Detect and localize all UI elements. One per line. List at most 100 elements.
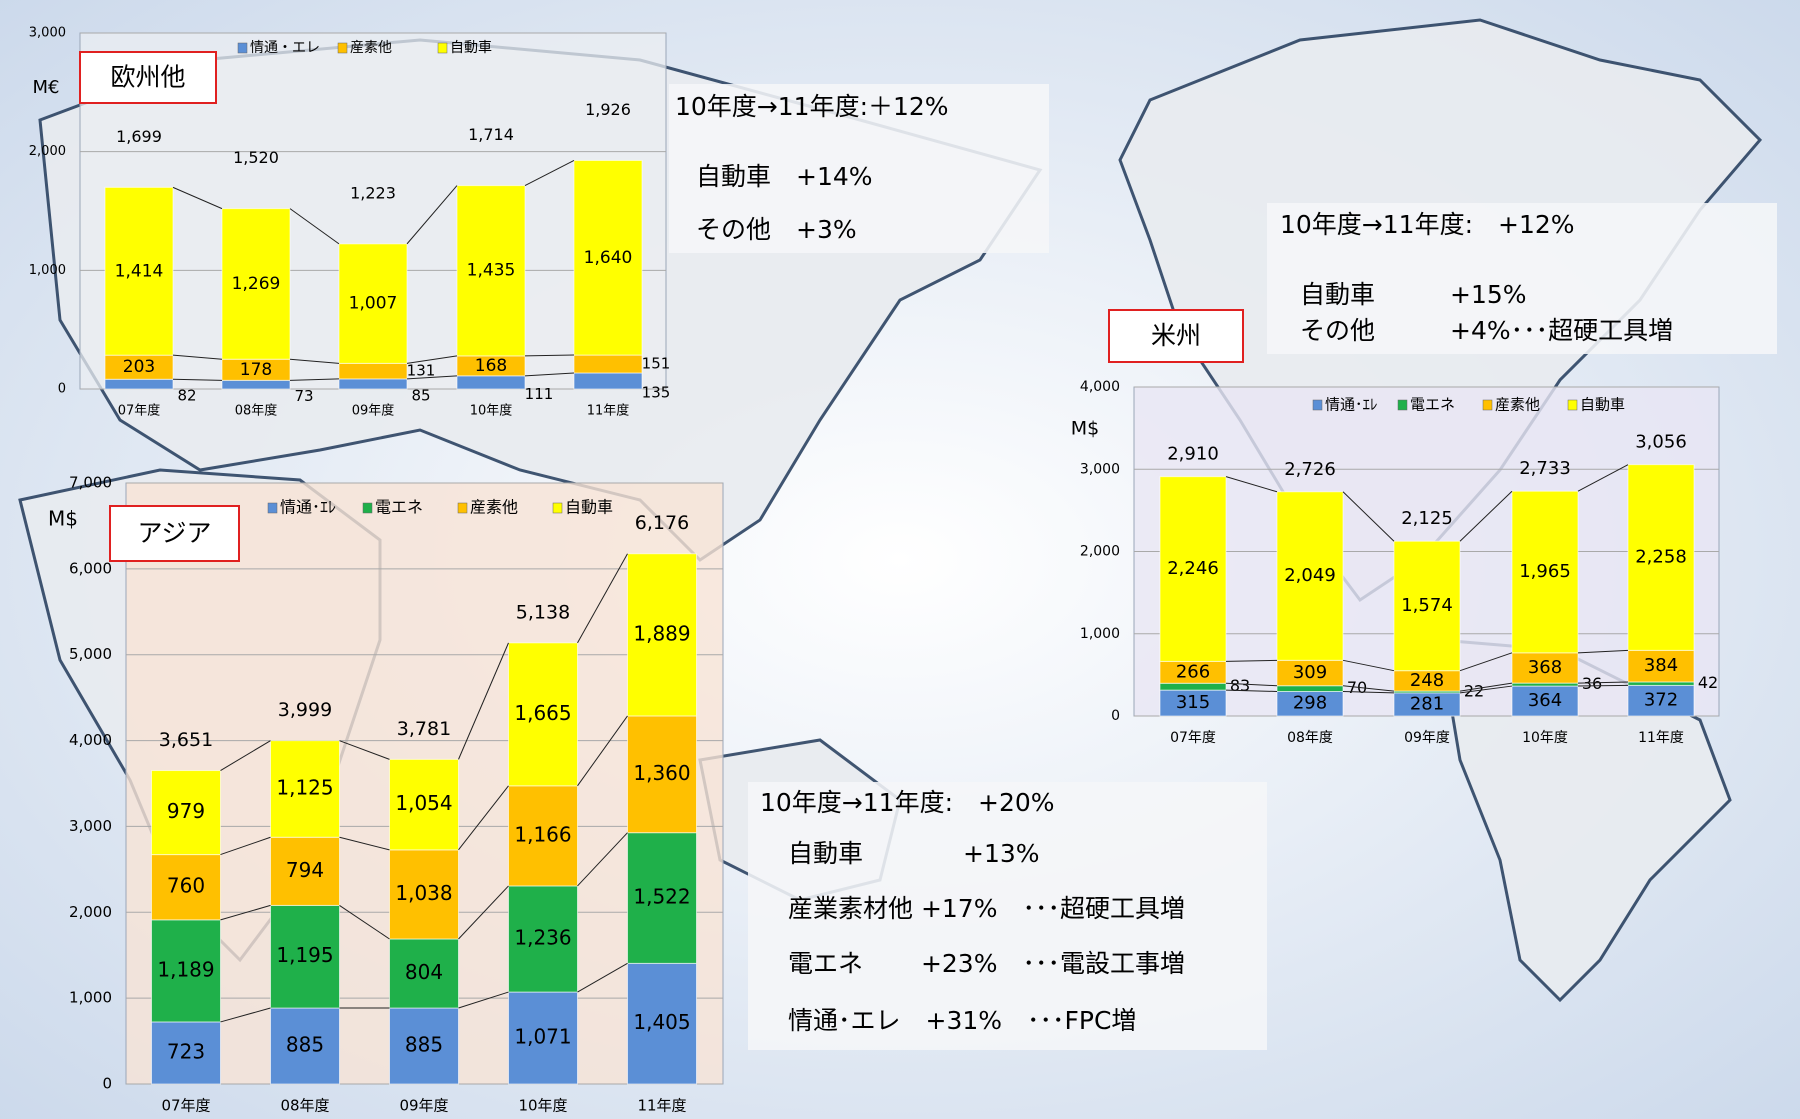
series-line [1225,659,1278,662]
x-tick-label: 10年度 [470,403,513,419]
x-tick-label: 11年度 [637,1097,686,1115]
y-tick-label: 0 [58,382,66,397]
series-line [524,354,575,357]
data-label: 82 [177,387,196,405]
series-line [172,378,223,381]
data-label: 368 [1528,657,1562,678]
bar-segment [1627,684,1695,717]
annotation: 自動車 +15% [1300,280,1527,309]
bar-segment [627,553,697,717]
bar-segment [104,186,174,356]
series-line [172,354,223,360]
series-line [339,740,390,760]
series-line [1459,652,1513,672]
annotation-box [748,782,1267,1050]
series-line [577,553,628,644]
series-line [1342,659,1395,672]
series-line [1577,684,1629,687]
bar-segment [1276,690,1344,717]
data-label: 885 [286,1033,324,1057]
data-label: 309 [1293,662,1327,683]
annotation: 10年度→11年度: +20% [760,788,1055,817]
bar-segment [270,904,340,1009]
x-tick-label: 09年度 [352,403,395,419]
x-tick-label: 11年度 [587,403,630,419]
data-label: 1,405 [633,1010,690,1034]
series-line [577,832,628,887]
legend-swatch [362,502,373,514]
data-label: 1,007 [349,294,398,314]
total-label: 2,726 [1284,459,1336,480]
legend-swatch [437,42,448,54]
data-label: 1,522 [633,885,690,909]
data-label: 372 [1644,690,1678,711]
total-label: 1,926 [585,100,631,119]
annotation-box [669,84,1049,253]
bar-segment [573,159,643,356]
data-label: 1,414 [115,261,164,281]
series-line [289,358,340,364]
data-label: 83 [1230,676,1250,695]
x-tick-label: 08年度 [235,403,278,419]
x-tick-label: 10年度 [518,1097,567,1115]
legend-label: 情通･ｴﾚ [280,498,336,517]
series-line [406,185,458,245]
series-line [172,186,223,210]
annotation: 自動車 +14% [696,162,873,191]
total-label: 3,056 [1635,432,1687,453]
bar-segment [1159,476,1227,662]
bar-segment [1159,689,1227,717]
legend-label: 情通・エレ [250,40,320,56]
data-label: 1,889 [633,621,690,645]
y-tick-label: 1,000 [1080,626,1120,642]
data-label: 364 [1528,690,1562,711]
bar-segment [389,1007,459,1085]
series-line [1225,689,1278,692]
data-label: 979 [167,799,205,823]
data-label: 168 [475,356,507,376]
y-tick-label: 6,000 [69,559,112,577]
series-line [458,885,509,940]
bar-segment [1276,491,1344,661]
annotation-box [1267,203,1777,354]
legend-label: 自動車 [565,498,613,517]
series-line [220,836,271,856]
total-label: 1,223 [350,183,396,202]
y-tick-label: 7,000 [69,474,112,492]
data-label: 1,054 [395,791,452,815]
bar-segment [627,962,697,1085]
bar-segment [270,1007,340,1085]
series-line [1459,490,1513,542]
data-label: 1,574 [1401,595,1453,616]
data-label: 1,665 [514,701,571,725]
legend-swatch [337,42,348,54]
data-label: 2,258 [1635,547,1687,568]
bar-segment [1511,490,1579,654]
series-line [577,715,628,787]
chart: 10年度→11年度:＋12% 自動車 +14% その他 +3% 0 1,000 2,000… [29,26,1049,419]
y-axis-label: M$ [1071,418,1099,440]
series-line [220,1007,271,1023]
data-label: 804 [405,960,443,984]
total-label: 2,125 [1401,508,1453,529]
series-line [220,904,271,921]
series-line [1342,491,1395,542]
chart-title: 欧州他 [110,63,185,92]
data-label: 1,269 [232,274,281,294]
bar-segment [151,854,221,921]
total-label: 1,714 [468,125,514,144]
x-tick-label: 08年度 [1287,730,1333,746]
bar-segment [338,362,408,380]
series-line [406,355,458,364]
data-label: 281 [1410,693,1444,714]
title-box [1108,309,1244,363]
annotation: 自動車 +13% [788,839,1040,868]
chart-title: アジア [137,519,211,548]
legend-label: 自動車 [1580,396,1625,414]
bar-segment [508,785,578,887]
annotation: 10年度→11年度:＋12% [675,92,949,121]
data-label: 1,360 [633,761,690,785]
x-tick-label: 08年度 [280,1097,329,1115]
bar-segment [627,715,697,834]
